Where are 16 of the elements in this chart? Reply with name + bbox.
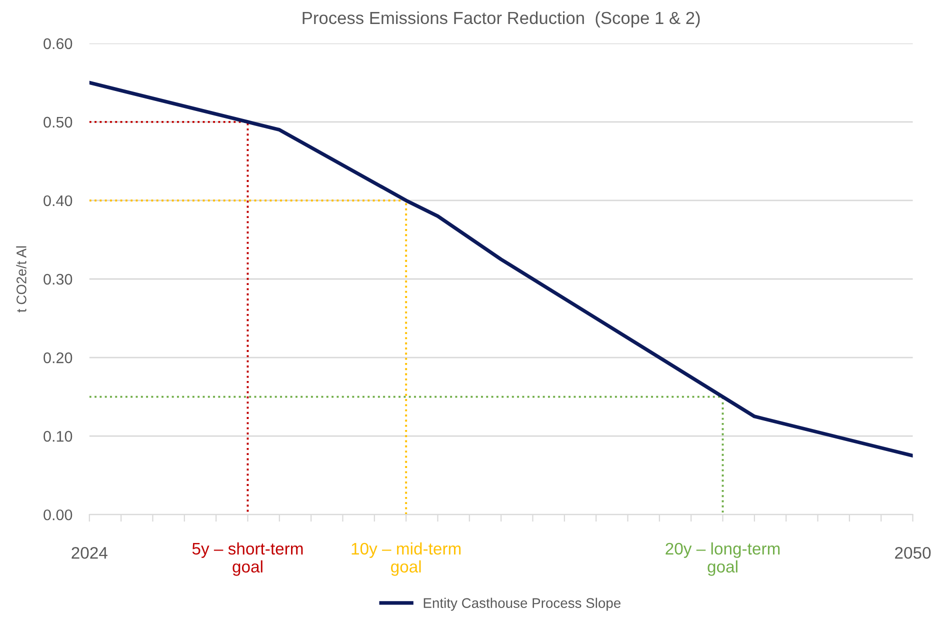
legend-label: Entity Casthouse Process Slope bbox=[424, 598, 621, 611]
y-tick-label: 0.30 bbox=[44, 274, 72, 285]
annotation: 10y – mid-term goal bbox=[352, 542, 461, 576]
annotation: 20y – long-term goal bbox=[666, 542, 780, 576]
x-tick-label: 2024 bbox=[72, 546, 108, 559]
y-axis-title: t CO2e/t Al bbox=[16, 246, 26, 312]
chart-title: Process Emissions Factor Reduction (Scope 1 & 2) bbox=[302, 11, 700, 28]
y-tick-label: 0.60 bbox=[44, 38, 72, 50]
y-tick-label: 0.40 bbox=[44, 195, 72, 206]
y-tick-label: 0.10 bbox=[44, 430, 72, 442]
y-tick-label: 0.50 bbox=[44, 116, 72, 128]
x-tick-label: 2050 bbox=[895, 546, 931, 559]
annotation: 5y – short-term goal bbox=[192, 542, 303, 576]
y-tick-label: 0.20 bbox=[44, 352, 72, 364]
y-tick-label: 0.00 bbox=[44, 509, 72, 520]
line-series bbox=[89, 80, 913, 458]
